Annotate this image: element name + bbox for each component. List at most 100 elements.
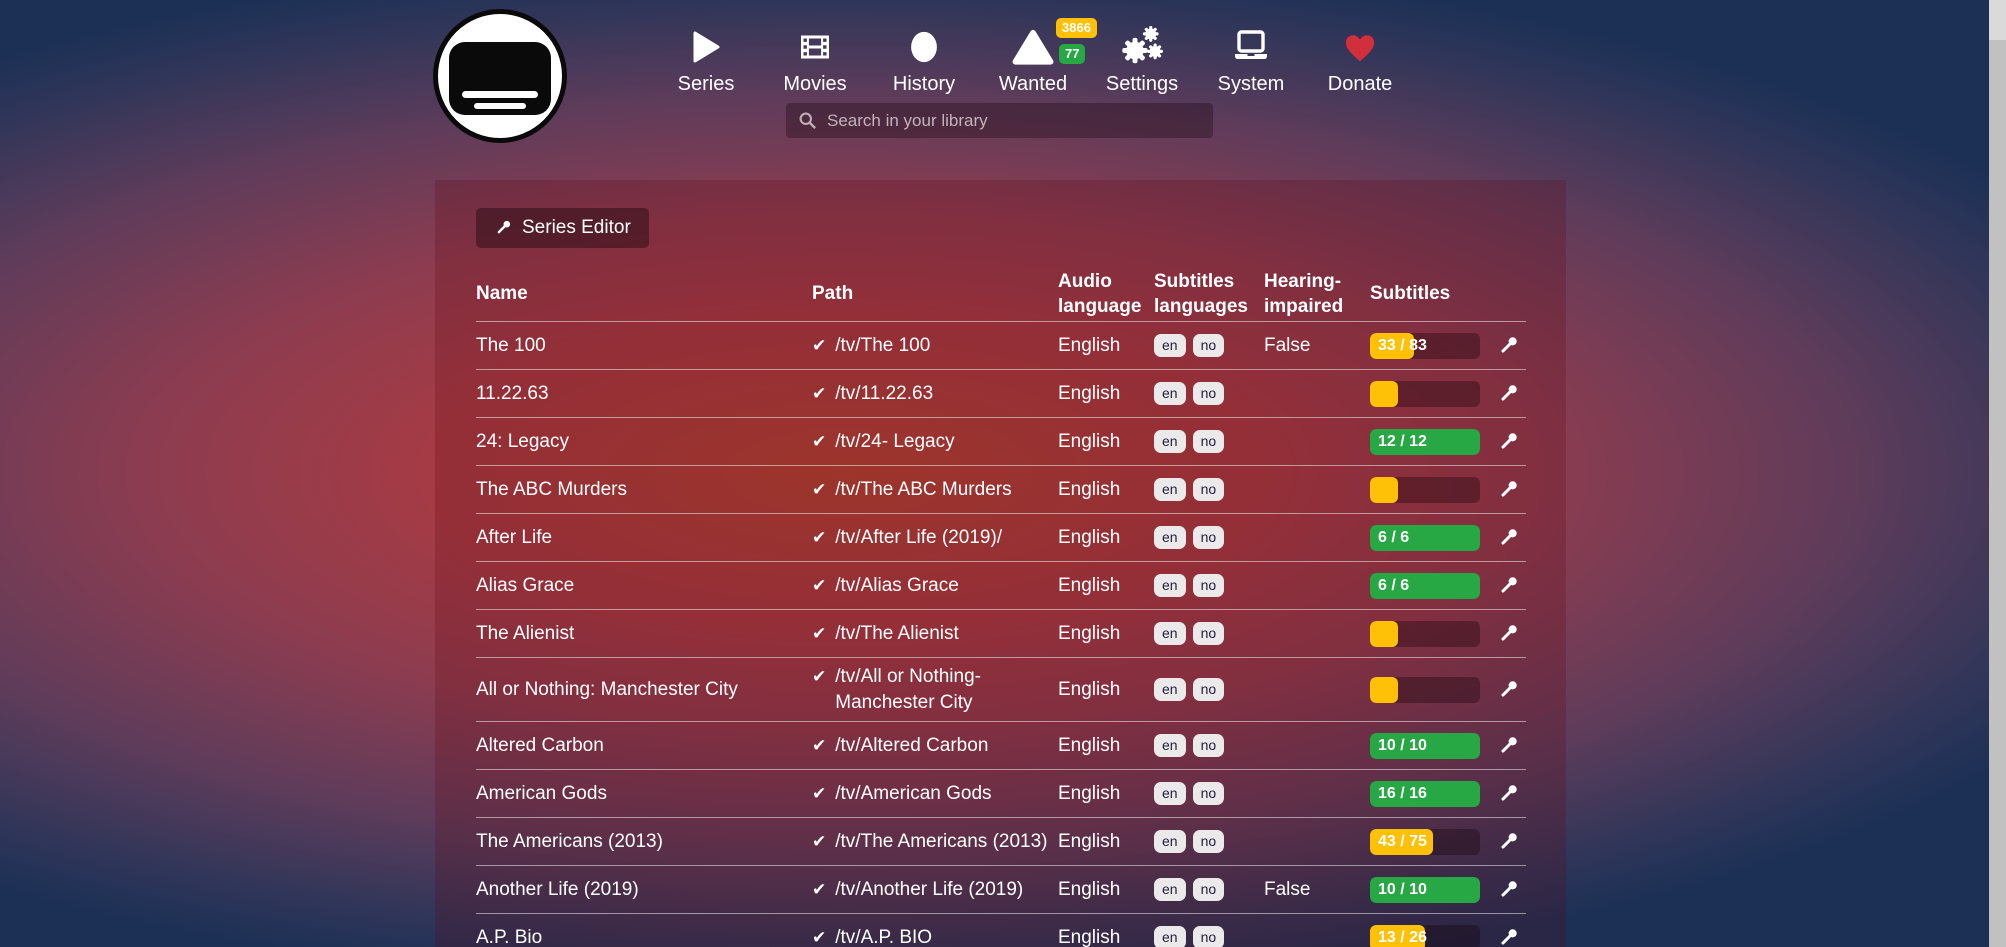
series-name[interactable]: The 100 xyxy=(476,334,546,356)
series-name[interactable]: The ABC Murders xyxy=(476,478,627,500)
series-name[interactable]: All or Nothing: Manchester City xyxy=(476,678,738,700)
edit-series-button[interactable] xyxy=(1490,927,1526,947)
series-path-cell: ✔ /tv/Alias Grace xyxy=(812,573,1048,599)
scrollbar-thumb[interactable] xyxy=(1989,0,2006,40)
header-subtitles: Subtitles xyxy=(1370,283,1451,305)
series-name[interactable]: 11.22.63 xyxy=(476,382,549,404)
series-path-cell: ✔ /tv/A.P. BIO xyxy=(812,925,1048,947)
header-subtitles-languages: Subtitles languages xyxy=(1154,270,1248,317)
audio-language: English xyxy=(1058,382,1121,404)
edit-series-button[interactable] xyxy=(1490,783,1526,805)
language-badge: en xyxy=(1154,621,1186,646)
nav-item-settings[interactable]: Settings xyxy=(1094,24,1190,96)
edit-series-button[interactable] xyxy=(1490,431,1526,453)
series-path-text: /tv/A.P. BIO xyxy=(835,926,933,947)
heart-icon xyxy=(1343,32,1377,63)
series-path-text: /tv/The 100 xyxy=(835,334,931,356)
series-name[interactable]: American Gods xyxy=(476,782,607,804)
edit-series-button[interactable] xyxy=(1490,383,1526,405)
series-path-text: /tv/The ABC Murders xyxy=(835,478,1012,500)
header-audio-language: Audio language xyxy=(1058,270,1142,317)
subtitles-progress-cell: 13 / 26 xyxy=(1360,924,1490,947)
series-name[interactable]: Altered Carbon xyxy=(476,734,604,756)
subtitles-progress-fill xyxy=(1370,380,1398,407)
nav-item-label: System xyxy=(1217,73,1285,95)
subtitles-progress-cell: 43 / 75 xyxy=(1360,828,1490,855)
edit-series-button[interactable] xyxy=(1490,335,1526,357)
series-name[interactable]: The Americans (2013) xyxy=(476,830,663,852)
bazarr-logo[interactable] xyxy=(433,9,567,143)
language-badge: en xyxy=(1154,333,1186,358)
nav-item-series[interactable]: Series xyxy=(658,24,754,96)
subtitles-progress-label: 43 / 75 xyxy=(1378,832,1427,850)
subtitles-progress-fill xyxy=(1370,732,1480,759)
series-path-text: /tv/24- Legacy xyxy=(835,430,955,452)
table-row: The 100 ✔ /tv/The 100 English en no False… xyxy=(476,322,1526,370)
language-badge: en xyxy=(1154,926,1186,947)
subtitles-progress-fill xyxy=(1370,332,1414,359)
nav-item-label: Settings xyxy=(1105,73,1179,95)
wrench-icon xyxy=(1497,527,1519,549)
edit-series-button[interactable] xyxy=(1490,679,1526,701)
subtitles-progress-fill xyxy=(1370,572,1480,599)
nav-item-movies[interactable]: Movies xyxy=(767,24,863,96)
series-panel: Series Editor Name Path Audio language S… xyxy=(435,180,1566,947)
subtitles-progress-bar xyxy=(1370,380,1480,407)
subtitles-progress-bar xyxy=(1370,676,1480,703)
series-path-text: /tv/The Alienist xyxy=(835,622,959,644)
subtitles-languages-cell: en no xyxy=(1144,830,1254,854)
search-input[interactable] xyxy=(827,110,1201,131)
series-editor-button[interactable]: Series Editor xyxy=(476,208,649,248)
edit-series-button[interactable] xyxy=(1490,831,1526,853)
edit-series-button[interactable] xyxy=(1490,623,1526,645)
subtitles-progress-cell: 6 / 6 xyxy=(1360,524,1490,551)
series-name[interactable]: Another Life (2019) xyxy=(476,878,639,900)
check-icon: ✔ xyxy=(812,927,827,947)
logo-tv-screen xyxy=(449,42,551,115)
header-path: Path xyxy=(812,283,854,305)
subtitles-progress-cell: 12 / 12 xyxy=(1360,428,1490,455)
nav-item-wanted[interactable]: 3866 77 Wanted xyxy=(985,18,1097,96)
wrench-icon xyxy=(1497,479,1519,501)
language-badge: no xyxy=(1192,573,1225,598)
series-path-cell: ✔ /tv/Altered Carbon xyxy=(812,733,1048,759)
table-row: After Life ✔ /tv/After Life (2019)/ Engl… xyxy=(476,514,1526,562)
audio-language: English xyxy=(1058,734,1121,756)
gears-icon xyxy=(1121,26,1163,68)
series-name[interactable]: 24: Legacy xyxy=(476,430,569,452)
audio-language: English xyxy=(1058,334,1121,356)
wrench-icon xyxy=(1497,735,1519,757)
subtitles-progress-bar: 6 / 6 xyxy=(1370,572,1480,599)
subtitles-progress-cell xyxy=(1360,380,1490,407)
edit-series-button[interactable] xyxy=(1490,879,1526,901)
edit-series-button[interactable] xyxy=(1490,527,1526,549)
check-icon: ✔ xyxy=(812,623,827,643)
language-badge: en xyxy=(1154,429,1186,454)
hearing-impaired-value: False xyxy=(1264,878,1311,900)
logo-subtitle-line xyxy=(462,91,538,98)
table-row: American Gods ✔ /tv/American Gods Englis… xyxy=(476,770,1526,819)
nav-item-history[interactable]: History xyxy=(876,24,972,96)
subtitles-progress-cell: 16 / 16 xyxy=(1360,780,1490,807)
table-row: Altered Carbon ✔ /tv/Altered Carbon Engl… xyxy=(476,722,1526,771)
film-icon xyxy=(798,30,832,64)
page-scrollbar[interactable] xyxy=(1989,0,2006,947)
wrench-icon xyxy=(1497,335,1519,357)
subtitles-progress-cell: 33 / 83 xyxy=(1360,332,1490,359)
edit-series-button[interactable] xyxy=(1490,479,1526,501)
edit-series-button[interactable] xyxy=(1490,575,1526,597)
table-row: 11.22.63 ✔ /tv/11.22.63 English en no xyxy=(476,370,1526,418)
subtitles-progress-bar: 13 / 26 xyxy=(1370,924,1480,947)
language-badge: en xyxy=(1154,477,1186,502)
series-table-body: The 100 ✔ /tv/The 100 English en no False… xyxy=(476,322,1526,947)
edit-series-button[interactable] xyxy=(1490,735,1526,757)
check-icon: ✔ xyxy=(812,783,827,803)
series-name[interactable]: The Alienist xyxy=(476,622,575,644)
language-badge: en xyxy=(1154,734,1186,758)
subtitles-progress-label: 12 / 12 xyxy=(1378,432,1427,450)
series-name[interactable]: A.P. Bio xyxy=(476,926,543,947)
series-name[interactable]: After Life xyxy=(476,526,553,548)
series-name[interactable]: Alias Grace xyxy=(476,574,575,596)
nav-item-system[interactable]: System xyxy=(1203,24,1299,96)
nav-item-donate[interactable]: Donate xyxy=(1312,24,1408,96)
